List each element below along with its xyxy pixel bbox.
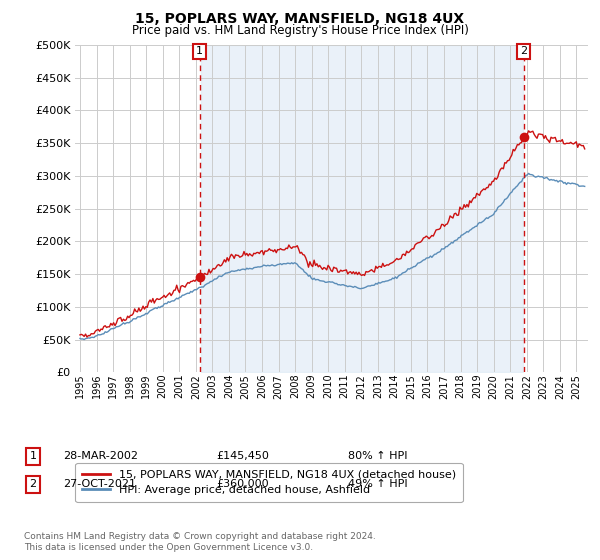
Text: 27-OCT-2021: 27-OCT-2021 bbox=[63, 479, 136, 489]
Text: 1: 1 bbox=[29, 451, 37, 461]
Text: Contains HM Land Registry data © Crown copyright and database right 2024.
This d: Contains HM Land Registry data © Crown c… bbox=[24, 532, 376, 552]
Text: £360,000: £360,000 bbox=[216, 479, 269, 489]
Text: £145,450: £145,450 bbox=[216, 451, 269, 461]
Legend: 15, POPLARS WAY, MANSFIELD, NG18 4UX (detached house), HPI: Average price, detac: 15, POPLARS WAY, MANSFIELD, NG18 4UX (de… bbox=[76, 463, 463, 502]
Text: 80% ↑ HPI: 80% ↑ HPI bbox=[348, 451, 407, 461]
Text: Price paid vs. HM Land Registry's House Price Index (HPI): Price paid vs. HM Land Registry's House … bbox=[131, 24, 469, 36]
Text: 49% ↑ HPI: 49% ↑ HPI bbox=[348, 479, 407, 489]
Text: 2: 2 bbox=[29, 479, 37, 489]
Text: 1: 1 bbox=[196, 46, 203, 57]
Text: 15, POPLARS WAY, MANSFIELD, NG18 4UX: 15, POPLARS WAY, MANSFIELD, NG18 4UX bbox=[136, 12, 464, 26]
Text: 2: 2 bbox=[520, 46, 527, 57]
Text: 28-MAR-2002: 28-MAR-2002 bbox=[63, 451, 138, 461]
